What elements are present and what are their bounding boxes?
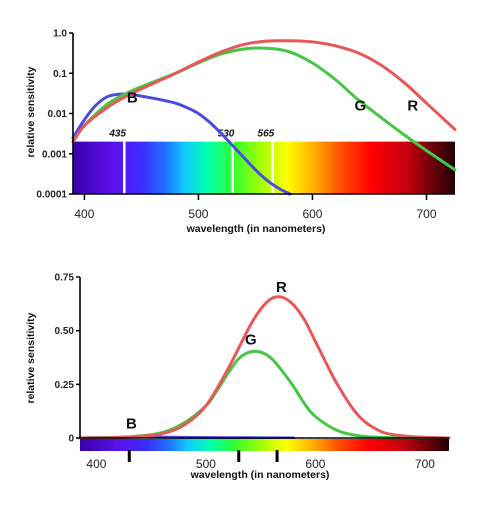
linear-chart-y-ticks: 0 0.25 0.50 0.75 bbox=[55, 273, 80, 445]
linear-chart-curve-labels: B G R bbox=[126, 279, 287, 432]
linear-chart-x-tick-label: 400 bbox=[86, 457, 106, 471]
log-chart-y-tick-label: 0.001 bbox=[42, 149, 67, 160]
log-chart-x-tick-label: 700 bbox=[416, 207, 436, 221]
log-chart-x-tick-label: 600 bbox=[302, 207, 322, 221]
linear-chart-y-tick-label: 0.50 bbox=[55, 326, 75, 337]
log-chart: 435 530 565 1.0 0.1 0.01 0.001 0.0001 400 500 60… bbox=[25, 29, 457, 235]
log-chart-x-ticks: 400 500 600 700 bbox=[74, 194, 437, 221]
linear-chart-x-tick-label: 500 bbox=[196, 457, 216, 471]
log-chart-spectrum-band bbox=[73, 141, 455, 194]
log-chart-y-tick-label: 0.01 bbox=[48, 109, 68, 120]
linear-chart-series-R-label: R bbox=[276, 279, 287, 296]
linear-chart-spectrum-bar bbox=[80, 439, 449, 451]
linear-chart-y-axis-title: relative sensitivity bbox=[25, 312, 37, 403]
log-chart-y-ticks: 1.0 0.1 0.01 0.001 0.0001 bbox=[36, 29, 73, 201]
linear-chart: 0 0.25 0.50 0.75 400 500 600 700 B G R wavelengt… bbox=[25, 273, 451, 481]
log-chart-marker-label: 565 bbox=[258, 129, 275, 140]
log-chart-series-G-label: G bbox=[355, 97, 367, 114]
log-chart-series-B-curve bbox=[71, 92, 292, 196]
linear-chart-x-ticks: 400 500 600 700 bbox=[86, 457, 435, 471]
linear-chart-series-R-curve bbox=[78, 295, 451, 440]
log-chart-marker-label: 435 bbox=[108, 129, 126, 140]
linear-chart-y-tick-label: 0.25 bbox=[55, 380, 75, 391]
log-chart-y-tick-label: 0.0001 bbox=[36, 190, 67, 201]
log-chart-x-tick-label: 400 bbox=[74, 207, 94, 221]
log-chart-marker-label: 530 bbox=[218, 129, 235, 140]
linear-chart-markers bbox=[127, 450, 279, 462]
log-chart-series-R-label: R bbox=[407, 97, 418, 114]
log-chart-x-axis-title: wavelength (in nanometers) bbox=[186, 223, 326, 235]
log-chart-x-tick-label: 500 bbox=[188, 207, 208, 221]
linear-chart-x-axis-title: wavelength (in nanometers) bbox=[190, 469, 330, 481]
log-chart-series bbox=[71, 39, 457, 196]
linear-chart-series-B-label: B bbox=[126, 415, 137, 432]
linear-chart-y-tick-label: 0 bbox=[68, 434, 74, 445]
linear-chart-x-tick-label: 700 bbox=[415, 457, 435, 471]
linear-chart-series-G-label: G bbox=[245, 332, 257, 349]
log-chart-y-tick-label: 1.0 bbox=[53, 29, 67, 40]
log-chart-y-tick-label: 0.1 bbox=[53, 69, 67, 80]
log-chart-y-axis-title: relative sensitivity bbox=[25, 66, 37, 157]
linear-chart-x-tick-label: 600 bbox=[305, 457, 325, 471]
log-chart-series-R-curve bbox=[71, 39, 457, 144]
log-chart-series-B-label: B bbox=[127, 89, 138, 106]
log-chart-series-G-curve bbox=[71, 46, 457, 172]
linear-chart-y-tick-label: 0.75 bbox=[55, 273, 75, 284]
